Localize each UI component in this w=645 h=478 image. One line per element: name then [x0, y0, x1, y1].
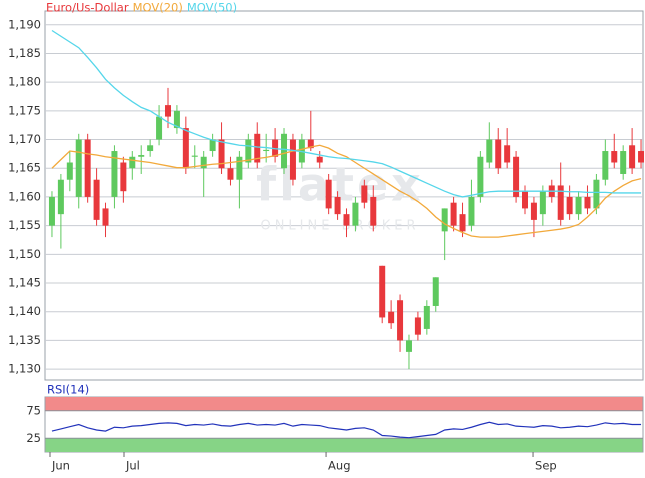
candle-body: [111, 151, 118, 197]
candle-body: [84, 139, 91, 197]
x-tick-label: Jul: [125, 459, 140, 473]
candle-body: [370, 196, 377, 226]
y-tick-label: 1,140: [8, 304, 41, 318]
candle-body: [566, 196, 573, 215]
candle-body: [388, 311, 395, 324]
candle-body: [539, 191, 546, 215]
legend-entry: MOV(50): [187, 1, 237, 15]
candle-body: [334, 196, 341, 215]
candle-body: [343, 214, 350, 226]
candle-body: [522, 191, 529, 209]
candle-body: [182, 128, 189, 169]
y-tick-label: 1,145: [8, 276, 41, 290]
candle-body: [316, 156, 323, 163]
candle-body: [120, 162, 127, 192]
candle-body: [468, 196, 475, 226]
candle-body: [129, 156, 136, 169]
candle-body: [57, 179, 64, 215]
candle-body: [530, 202, 537, 220]
candle-body: [325, 179, 332, 209]
candle-body: [414, 317, 421, 335]
candle-body: [584, 196, 591, 209]
candle-body: [200, 156, 207, 169]
candle-body: [432, 277, 439, 306]
candle-body: [361, 185, 368, 203]
candle-body: [66, 162, 73, 180]
panel-label: RSI(14): [47, 383, 89, 397]
candle-body: [397, 300, 404, 341]
candle-body: [638, 151, 645, 163]
y-tick-label: 1,175: [8, 103, 41, 117]
candle-body: [191, 155, 198, 157]
candle-body: [254, 133, 261, 163]
y-tick-label: 1,130: [8, 362, 41, 376]
candle-body: [102, 208, 109, 226]
y-tick-label: 1,180: [8, 75, 41, 89]
candle-body: [575, 196, 582, 215]
candle-body: [209, 139, 216, 152]
candle-body: [173, 110, 180, 129]
candle-body: [423, 305, 430, 329]
y-tick-label: 25: [26, 431, 41, 445]
y-tick-label: 75: [26, 403, 41, 417]
candle-body: [307, 139, 314, 149]
candle-body: [227, 168, 234, 180]
candle-body: [459, 214, 466, 232]
moving-average: [51, 29, 642, 198]
candle-body: [504, 145, 511, 163]
y-tick-label: 1,185: [8, 46, 41, 60]
candle-body: [495, 139, 502, 169]
rsi-band: [45, 438, 643, 452]
candle-body: [477, 156, 484, 197]
legend-entry: MOV(20): [133, 1, 183, 15]
candle-body: [602, 151, 609, 180]
candle-body: [93, 179, 100, 220]
candle-body: [138, 155, 145, 157]
candle-body: [593, 179, 600, 209]
candle-body: [441, 208, 448, 232]
y-tick-label: 1,150: [8, 247, 41, 261]
candle-body: [405, 340, 412, 352]
y-tick-label: 1,170: [8, 132, 41, 146]
candle-body: [281, 133, 288, 169]
legend-entry: Euro/Us-Dollar: [46, 1, 129, 15]
y-tick-label: 1,155: [8, 218, 41, 232]
candle-body: [557, 185, 564, 220]
y-tick-label: 1,165: [8, 161, 41, 175]
candle-body: [245, 139, 252, 163]
y-tick-label: 1,135: [8, 333, 41, 347]
candle-body: [611, 151, 618, 163]
candle-body: [289, 139, 296, 180]
rsi-line: [51, 421, 642, 439]
candle-body: [620, 151, 627, 174]
candle-body: [236, 156, 243, 180]
candle-body: [147, 145, 154, 152]
x-tick-label: Sep: [535, 459, 557, 473]
x-tick-label: Jun: [51, 459, 70, 473]
candle-body: [379, 265, 386, 318]
watermark-sub: ONLINE BROKER: [260, 219, 419, 234]
candle-body: [352, 202, 359, 226]
candle-body: [156, 116, 163, 140]
candle-body: [486, 139, 493, 163]
x-tick-label: Aug: [328, 459, 350, 473]
candle-body: [263, 149, 270, 152]
candle-body: [75, 139, 82, 197]
y-tick-label: 1,160: [8, 189, 41, 203]
candle-body: [218, 139, 225, 169]
rsi-band: [45, 397, 643, 411]
candle-body: [629, 145, 636, 169]
candle-body: [513, 156, 520, 197]
y-tick-label: 1,190: [8, 17, 41, 31]
moving-average: [51, 144, 642, 238]
candle-body: [48, 196, 55, 226]
candle-body: [450, 202, 457, 226]
candle-body: [164, 105, 171, 117]
